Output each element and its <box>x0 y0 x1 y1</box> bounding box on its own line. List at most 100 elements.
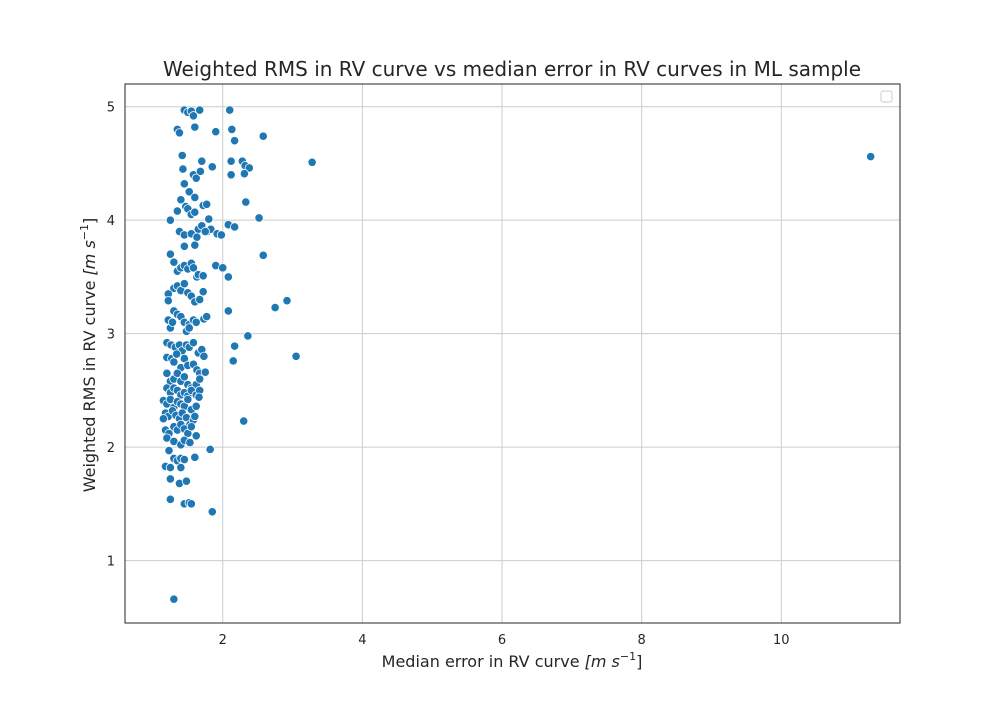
scatter-point <box>184 323 194 333</box>
scatter-point <box>191 173 201 183</box>
y-axis-unit-close: ] <box>80 218 99 224</box>
x-axis-unit-close: ] <box>636 652 642 671</box>
scatter-point <box>165 462 175 473</box>
x-axis-label-text: Median error in RV curve <box>382 652 580 671</box>
scatter-point <box>190 411 200 422</box>
chart-title: Weighted RMS in RV curve vs median error… <box>163 57 861 81</box>
scatter-point <box>243 331 253 341</box>
plot-frame <box>124 83 901 624</box>
scatter-point <box>197 156 207 166</box>
grid-lines <box>125 84 900 623</box>
y-tick-label: 5 <box>107 101 115 116</box>
scatter-point <box>230 222 240 232</box>
scatter-point <box>190 452 200 462</box>
scatter-point <box>228 356 238 366</box>
scatter-point <box>165 215 175 225</box>
scatter-point <box>205 444 215 454</box>
scatter-point <box>188 111 199 121</box>
scatter-point <box>191 401 201 411</box>
scatter-point <box>179 372 189 382</box>
scatter-point <box>200 226 210 237</box>
scatter-point <box>194 392 204 402</box>
scatter-point <box>190 192 200 203</box>
scatter-point <box>223 272 233 282</box>
y-tick-label: 3 <box>107 328 115 343</box>
data-points <box>158 105 876 604</box>
scatter-point <box>239 169 249 179</box>
scatter-point <box>186 499 196 509</box>
scatter-point <box>241 197 251 207</box>
y-tick-label: 1 <box>107 555 115 570</box>
scatter-point <box>227 124 237 134</box>
scatter-point <box>239 416 249 426</box>
scatter-point <box>291 351 301 361</box>
scatter-point <box>191 317 201 327</box>
scatter-point <box>270 302 280 313</box>
scatter-point <box>190 207 200 217</box>
scatter-point <box>195 166 206 176</box>
y-tick-label: 2 <box>107 441 115 456</box>
scatter-point <box>192 232 202 242</box>
scatter-point <box>174 128 185 138</box>
scatter-point <box>162 368 172 378</box>
scatter-point <box>164 445 174 456</box>
scatter-point <box>158 414 169 424</box>
scatter-point <box>167 317 178 327</box>
scatter-point <box>307 157 317 167</box>
scatter-point <box>207 162 217 172</box>
y-axis-label: Weighted RMS in RV curve [m s−1] <box>78 218 99 493</box>
scatter-point <box>207 507 217 517</box>
scatter-point <box>225 105 235 115</box>
scatter-point <box>258 131 268 141</box>
scatter-point <box>195 374 205 384</box>
scatter-point <box>200 367 210 377</box>
scatter-point <box>188 263 199 273</box>
scatter-point <box>169 257 179 267</box>
y-tick-labels: 1 2 3 4 5 <box>107 101 115 570</box>
scatter-point <box>179 454 189 465</box>
scatter-point <box>258 250 268 260</box>
scatter-point <box>172 349 182 359</box>
scatter-point <box>172 206 182 216</box>
scatter-point <box>178 164 188 174</box>
scatter-point <box>169 594 179 604</box>
scatter-point <box>195 294 205 305</box>
scatter-point <box>179 179 189 189</box>
scatter-point <box>226 170 236 180</box>
scatter-point <box>216 230 226 240</box>
scatter-point <box>211 127 221 137</box>
scatter-point <box>198 287 208 297</box>
scatter-point <box>185 437 195 448</box>
scatter-point <box>866 152 876 162</box>
legend-box <box>880 90 893 103</box>
scatter-point <box>190 122 200 132</box>
scatter-point <box>169 357 179 367</box>
scatter-point <box>165 249 175 259</box>
scatter-point <box>199 351 209 361</box>
scatter-point <box>184 187 194 197</box>
scatter-point <box>223 306 233 316</box>
x-axis-unit: [m s <box>585 652 620 671</box>
x-tick-label: 8 <box>638 633 646 648</box>
scatter-point <box>202 199 212 209</box>
scatter-point <box>218 263 228 273</box>
scatter-point <box>204 214 214 224</box>
x-tick-label: 10 <box>773 633 790 648</box>
x-tick-labels: 2 4 6 8 10 <box>219 633 790 648</box>
scatter-point <box>190 240 200 250</box>
scatter-point <box>179 241 189 251</box>
x-tick-label: 4 <box>358 633 366 648</box>
scatter-point <box>163 296 173 306</box>
scatter-point <box>282 296 292 306</box>
scatter-point <box>177 150 187 161</box>
scatter-point <box>195 105 205 115</box>
y-axis-label-text: Weighted RMS in RV curve <box>80 281 99 493</box>
x-axis-unit-exponent: −1 <box>620 650 636 663</box>
scatter-point <box>230 136 240 146</box>
scatter-point <box>176 462 186 473</box>
scatter-point <box>191 431 201 441</box>
scatter-point <box>183 394 193 405</box>
x-tick-label: 2 <box>219 633 227 648</box>
